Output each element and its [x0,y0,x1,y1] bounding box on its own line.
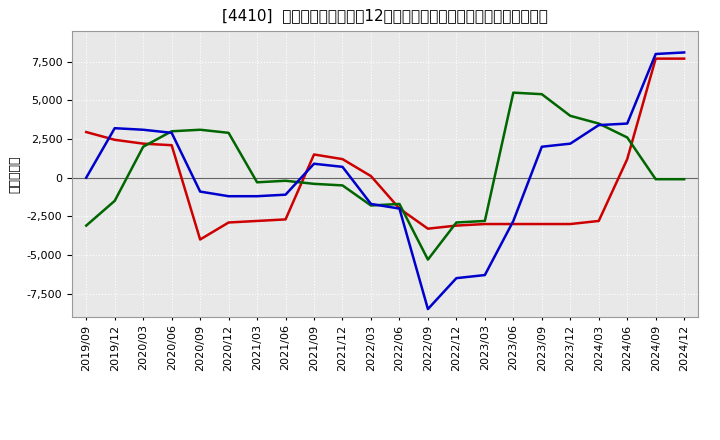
フリーCF [196,189,204,194]
投資CF [452,220,461,225]
営業CF [139,141,148,146]
フリーCF [282,192,290,197]
フリーCF [110,125,119,131]
フリーCF [480,272,489,278]
投資CF [282,178,290,183]
投資CF [566,113,575,118]
投資CF [537,92,546,97]
Title: [4410]  キャッシュフローの12か月移動合計の対前年同期増減額の推移: [4410] キャッシュフローの12か月移動合計の対前年同期増減額の推移 [222,7,548,23]
投資CF [310,181,318,187]
投資CF [395,202,404,207]
フリーCF [423,306,432,312]
フリーCF [366,202,375,207]
営業CF [225,220,233,225]
フリーCF [595,122,603,128]
営業CF [253,218,261,224]
営業CF [338,157,347,162]
投資CF [623,135,631,140]
フリーCF [253,194,261,199]
Line: フリーCF: フリーCF [86,52,684,309]
営業CF [480,221,489,227]
投資CF [423,257,432,262]
Y-axis label: （百万円）: （百万円） [8,155,21,193]
営業CF [509,221,518,227]
営業CF [537,221,546,227]
投資CF [480,218,489,224]
投資CF [225,130,233,136]
フリーCF [310,161,318,166]
営業CF [82,129,91,135]
Line: 投資CF: 投資CF [86,93,684,260]
投資CF [253,180,261,185]
投資CF [167,128,176,134]
営業CF [167,143,176,148]
フリーCF [652,51,660,57]
営業CF [282,217,290,222]
フリーCF [680,50,688,55]
営業CF [623,157,631,162]
投資CF [82,223,91,228]
Legend: 営業CF, 投資CF, フリーCF: 営業CF, 投資CF, フリーCF [213,433,557,440]
営業CF [652,56,660,61]
投資CF [196,127,204,132]
投資CF [338,183,347,188]
営業CF [110,137,119,143]
営業CF [566,221,575,227]
フリーCF [452,275,461,281]
Line: 営業CF: 営業CF [86,59,684,239]
フリーCF [395,206,404,211]
フリーCF [509,218,518,224]
営業CF [423,226,432,231]
営業CF [595,218,603,224]
フリーCF [537,144,546,150]
営業CF [310,152,318,157]
投資CF [366,203,375,208]
フリーCF [139,127,148,132]
営業CF [196,237,204,242]
フリーCF [338,164,347,169]
フリーCF [167,130,176,136]
フリーCF [225,194,233,199]
投資CF [595,121,603,126]
営業CF [452,223,461,228]
投資CF [652,176,660,182]
営業CF [395,206,404,211]
投資CF [509,90,518,95]
フリーCF [623,121,631,126]
営業CF [366,173,375,179]
フリーCF [82,175,91,180]
営業CF [680,56,688,61]
投資CF [680,176,688,182]
フリーCF [566,141,575,146]
投資CF [139,144,148,150]
投資CF [110,198,119,203]
